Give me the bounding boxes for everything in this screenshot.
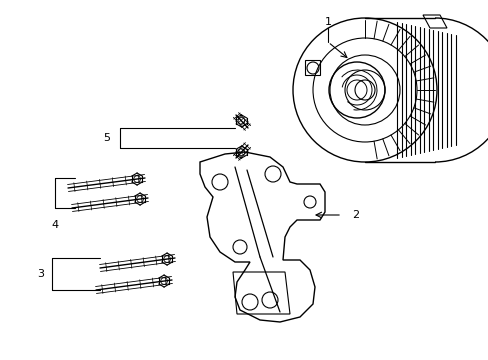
Text: 1: 1 bbox=[324, 17, 331, 27]
Text: 5: 5 bbox=[103, 133, 110, 143]
Text: 3: 3 bbox=[37, 269, 44, 279]
Text: 4: 4 bbox=[51, 220, 59, 230]
Text: 2: 2 bbox=[351, 210, 358, 220]
